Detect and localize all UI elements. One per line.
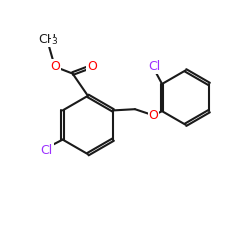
Text: Cl: Cl — [40, 144, 53, 157]
Text: O: O — [50, 60, 60, 73]
Text: CH: CH — [38, 33, 56, 46]
Text: O: O — [148, 109, 158, 122]
Text: 3: 3 — [51, 37, 57, 46]
Text: Cl: Cl — [148, 60, 160, 73]
Text: O: O — [88, 60, 97, 73]
